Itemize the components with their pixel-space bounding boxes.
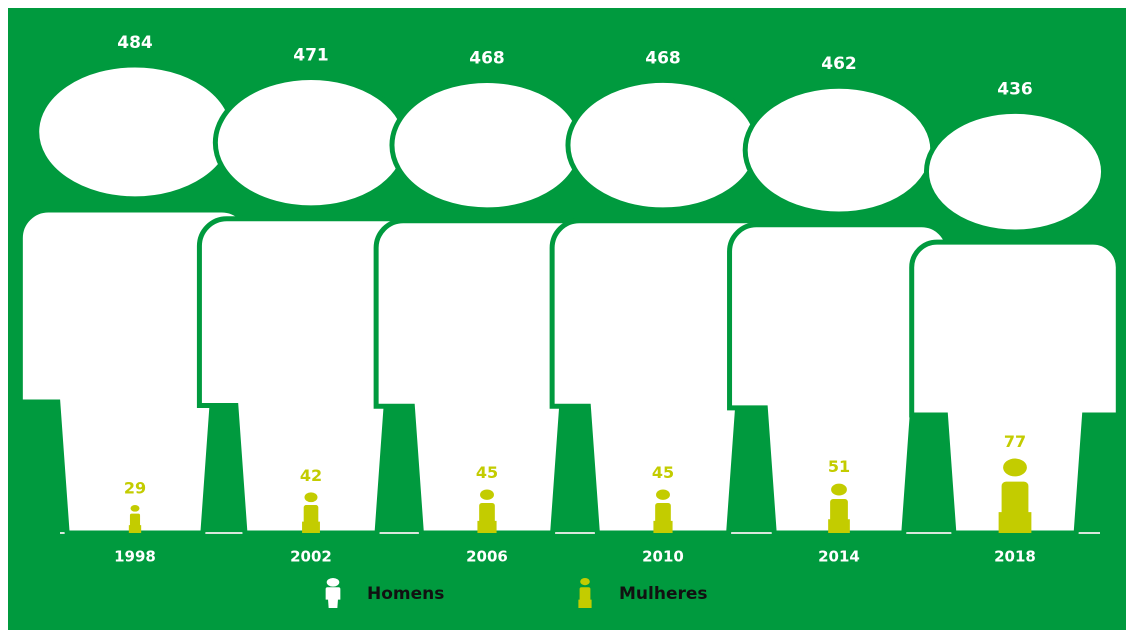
legend-label: Homens xyxy=(367,584,444,604)
female-figure xyxy=(653,489,673,533)
legend-label: Mulheres xyxy=(619,584,708,604)
x-tick-label: 2018 xyxy=(994,548,1036,566)
value-label: 29 xyxy=(124,478,146,497)
x-tick-label: 2014 xyxy=(818,548,860,566)
value-label: 77 xyxy=(1004,432,1026,451)
female-figure xyxy=(477,489,497,533)
value-label: 471 xyxy=(293,46,329,66)
value-label: 468 xyxy=(645,48,681,68)
value-label: 42 xyxy=(300,466,322,485)
value-label: 468 xyxy=(469,48,505,68)
legend-icon xyxy=(325,577,341,608)
legend-icon xyxy=(578,577,592,608)
female-figure xyxy=(302,492,320,533)
female-figure xyxy=(998,458,1032,533)
value-label: 51 xyxy=(828,457,850,476)
female-figure xyxy=(128,504,142,533)
value-label: 484 xyxy=(117,33,153,53)
x-tick-label: 2002 xyxy=(290,548,332,566)
x-tick-label: 1998 xyxy=(114,548,156,566)
value-label: 462 xyxy=(821,54,857,74)
male-figure xyxy=(909,108,1121,536)
x-tick-label: 2010 xyxy=(642,548,684,566)
value-label: 436 xyxy=(997,79,1033,99)
female-figure xyxy=(828,483,850,533)
value-label: 45 xyxy=(652,463,674,482)
male-figure xyxy=(727,83,951,536)
male-figure xyxy=(549,78,777,536)
value-label: 45 xyxy=(476,463,498,482)
x-tick-label: 2006 xyxy=(466,548,508,566)
